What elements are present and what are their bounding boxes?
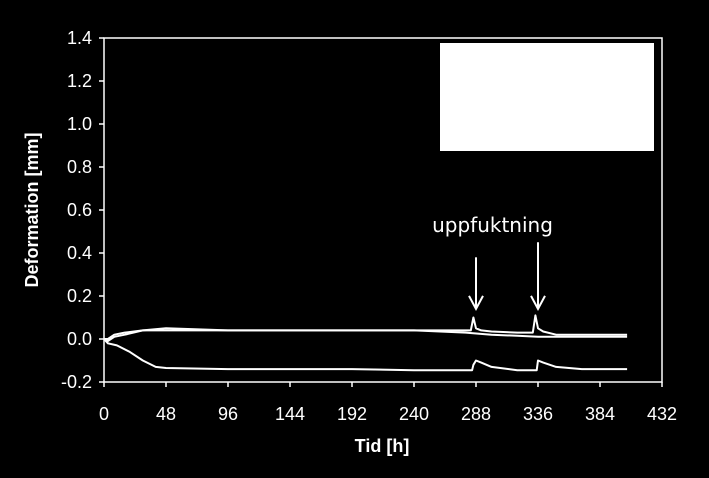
series-line-2	[103, 327, 628, 343]
annotation-arrow-head	[468, 295, 484, 312]
x-tick-label: 432	[647, 404, 677, 424]
y-tick-label: 0.0	[67, 329, 92, 349]
y-tick-label: -0.2	[61, 372, 92, 392]
y-tick-label: 0.6	[67, 200, 92, 220]
y-tick-label: 1.0	[67, 114, 92, 134]
y-axis-title: Deformation [mm]	[22, 132, 42, 287]
annotation-arrow-head	[530, 295, 546, 312]
x-axis-title: Tid [h]	[355, 436, 410, 456]
y-tick-label: 0.2	[67, 286, 92, 306]
y-tick-label: 1.2	[67, 71, 92, 91]
x-tick-label: 96	[218, 404, 238, 424]
y-tick-label: 1.4	[67, 28, 92, 48]
annotation-layer: uppfuktning	[432, 213, 553, 312]
series-layer	[103, 314, 628, 372]
x-tick-label: 336	[523, 404, 553, 424]
x-tick-label: 144	[275, 404, 305, 424]
legend-box	[440, 43, 654, 151]
x-tick-label: 240	[399, 404, 429, 424]
x-tick-label: 288	[461, 404, 491, 424]
x-tick-label: 0	[99, 404, 109, 424]
x-tick-label: 192	[337, 404, 367, 424]
x-tick-label: 384	[585, 404, 615, 424]
y-tick-label: 0.4	[67, 243, 92, 263]
series-line-3	[103, 338, 628, 372]
y-tick-label: 0.8	[67, 157, 92, 177]
axis-layer: -0.2 0.0 0.2 0.4 0.6 0.8 1.0 1.2 1.4 0 48 96 144 192 2…	[61, 28, 677, 424]
annotation-label: uppfuktning	[432, 213, 553, 237]
x-tick-label: 48	[156, 404, 176, 424]
